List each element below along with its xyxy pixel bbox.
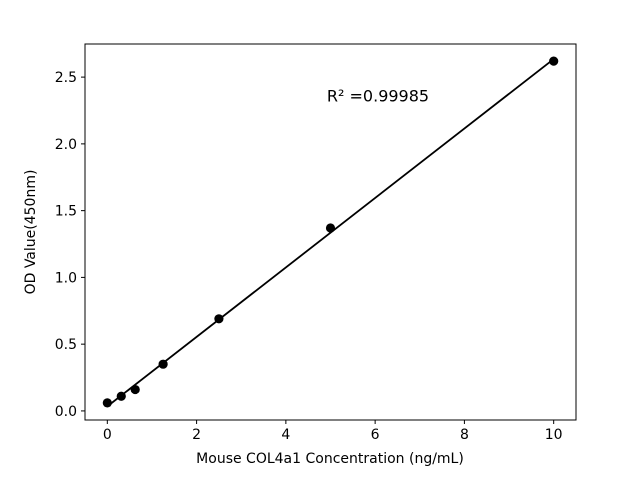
y-tick-label: 0.0 <box>55 404 77 420</box>
y-tick-label: 2.5 <box>55 70 77 86</box>
y-axis-label: OD Value(450nm) <box>23 169 39 295</box>
x-tick-label: 2 <box>192 427 201 443</box>
data-point <box>158 359 168 369</box>
data-point <box>325 223 336 233</box>
data-point <box>116 391 126 401</box>
y-tick-label: 1.0 <box>55 270 77 286</box>
y-tick-label: 0.5 <box>55 337 77 353</box>
r-squared-annotation: R² =0.99985 <box>326 86 430 106</box>
data-point <box>214 314 224 324</box>
x-axis-label: Mouse COL4a1 Concentration (ng/mL) <box>196 451 464 467</box>
data-point <box>130 384 140 395</box>
axes-frame <box>84 43 577 421</box>
x-tick-label: 10 <box>545 427 563 443</box>
data-point <box>549 56 559 66</box>
x-tick-label: 6 <box>371 427 380 443</box>
fit-line <box>106 58 555 408</box>
x-tick-label: 4 <box>281 427 290 443</box>
y-tick-label: 1.5 <box>55 204 77 220</box>
x-tick-label: 0 <box>103 427 112 443</box>
y-tick-label: 2.0 <box>55 137 77 153</box>
x-tick-label: 8 <box>460 427 469 443</box>
data-point <box>102 398 112 408</box>
